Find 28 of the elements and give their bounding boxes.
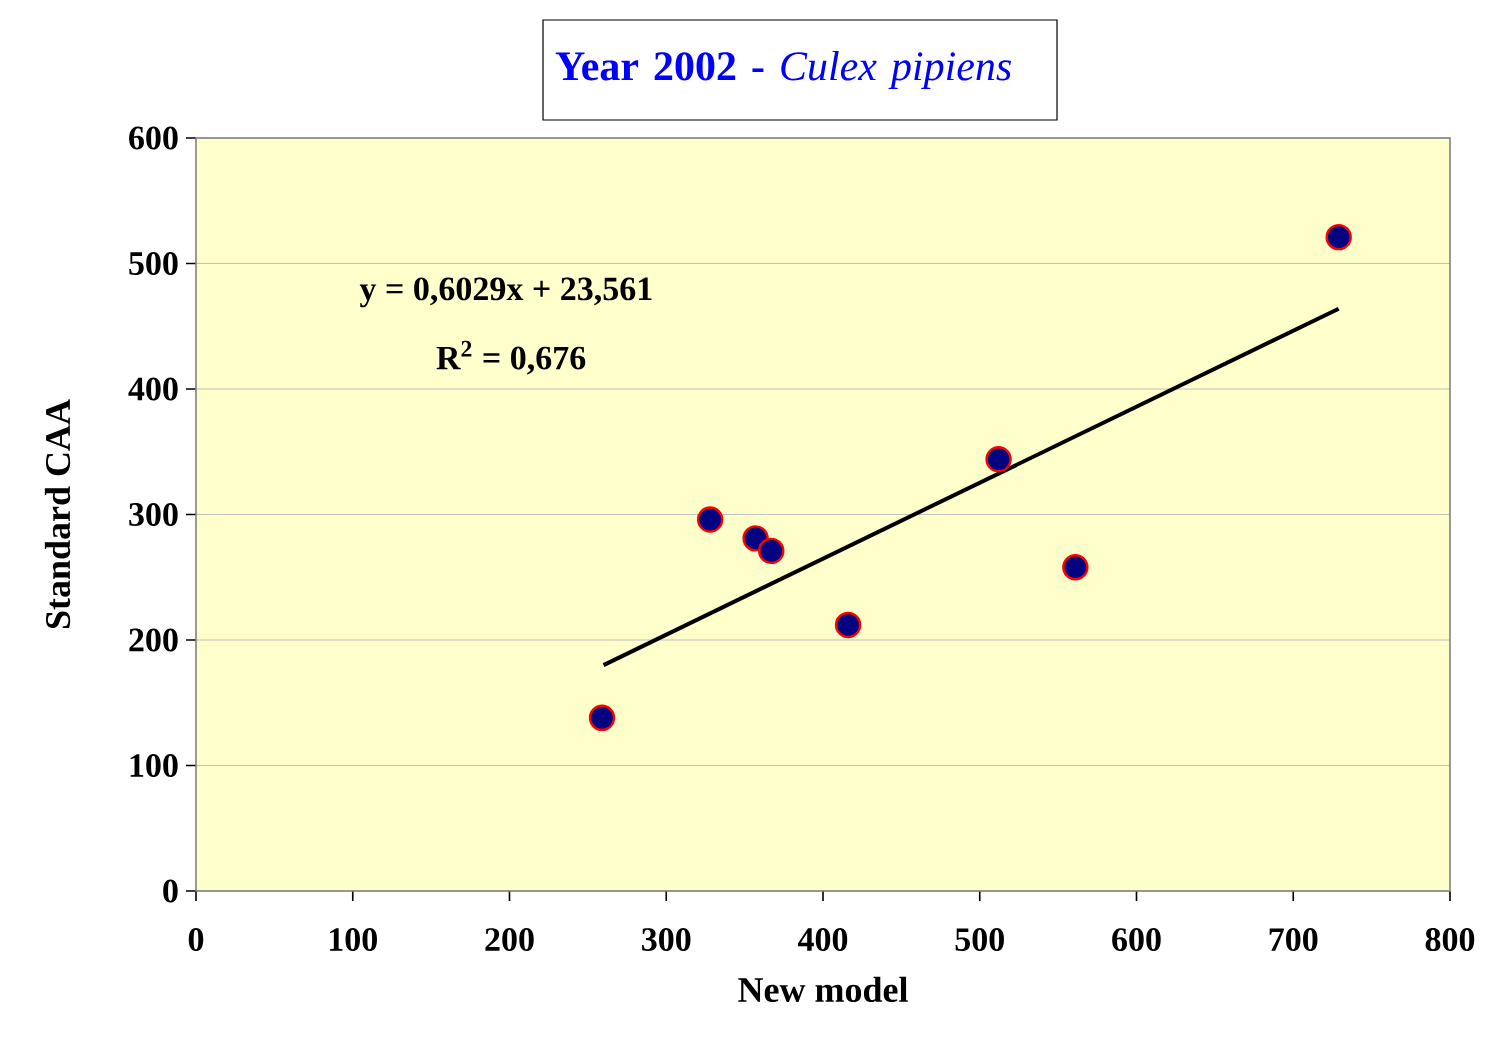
annotation: R$^{2}$ = 0,676 [436, 340, 586, 375]
y-axis-title: Standard CAA [44, 399, 71, 629]
x-tick-label: 100 [329, 928, 377, 952]
y-tick-label: 600 [129, 126, 178, 150]
point [588, 704, 616, 732]
point [758, 537, 785, 565]
chart-title: Year 2002 - Culex pipiens [555, 50, 1012, 90]
x-tick-label: 200 [485, 928, 534, 952]
y-tick-label: 200 [129, 628, 178, 652]
x-tick-label: 600 [1112, 928, 1161, 952]
point [696, 506, 724, 533]
x-tick-label: 500 [955, 928, 1004, 952]
point [1325, 223, 1352, 251]
x-tick-label: 0 [188, 928, 204, 952]
point [834, 611, 862, 639]
y-tick-label: 300 [129, 503, 178, 526]
annotation: y = 0,6029x + 23,561 [359, 277, 652, 308]
x-tick-label: 700 [1269, 928, 1318, 952]
y-tick-label: 500 [129, 252, 178, 275]
x-tick-label: 400 [797, 928, 848, 952]
y-tick-label: 100 [130, 754, 178, 777]
y-tick-label: 400 [128, 377, 178, 401]
x-tick-label: 800 [1425, 928, 1475, 952]
x-axis-title: New model [738, 976, 908, 1003]
y-tick-label: 0 [163, 879, 178, 903]
point [1062, 554, 1089, 581]
point [985, 446, 1012, 473]
x-tick-label: 300 [642, 928, 691, 952]
